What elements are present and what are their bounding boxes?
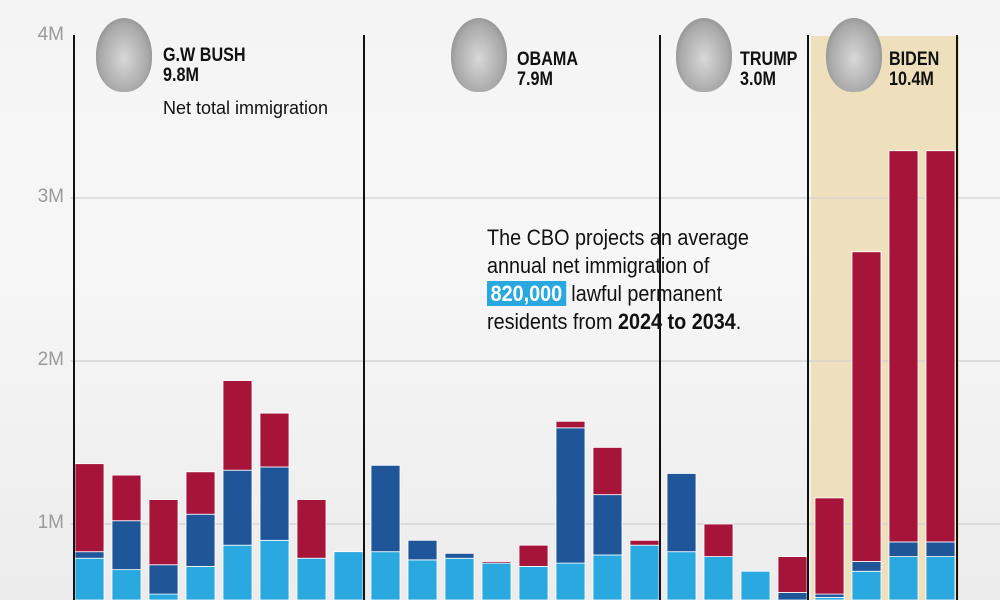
bar-15-segment-2	[592, 494, 623, 556]
bar-9-segment-2	[370, 464, 401, 553]
bar-4-segment-1	[185, 565, 216, 600]
bar-7-segment-3	[296, 499, 327, 559]
y-tick-3m: 3M	[37, 186, 64, 207]
annotation-highlight: 820,000	[487, 281, 566, 306]
bar-9-segment-1	[370, 551, 401, 600]
bar-22-segment-2	[851, 561, 882, 572]
annotation-line2: annual net immigration of	[487, 253, 710, 278]
trump-face-icon	[676, 18, 732, 92]
biden-face-icon	[826, 18, 882, 92]
bar-22-segment-3	[851, 251, 882, 562]
obama-name: OBAMA	[517, 49, 579, 70]
biden-name: BIDEN	[889, 49, 940, 70]
obama-label: OBAMA 7.9M	[517, 50, 578, 90]
biden-label: BIDEN 10.4M	[889, 50, 939, 90]
trump-label: TRUMP 3.0M	[740, 50, 797, 90]
bar-1-segment-3	[74, 463, 105, 553]
bar-23-segment-2	[888, 541, 919, 557]
bar-21-segment-3	[814, 497, 845, 595]
annotation-line4a: residents from	[487, 309, 613, 334]
bar-22-segment-1	[851, 570, 882, 600]
bar-13-segment-1	[518, 565, 549, 600]
bar-20-segment-2	[777, 592, 808, 600]
bar-3-segment-3	[148, 499, 179, 566]
bar-13-segment-3	[518, 544, 549, 567]
bush-total: 9.8M	[163, 65, 199, 86]
bar-6-segment-3	[259, 412, 290, 468]
bar-15-segment-3	[592, 446, 623, 496]
obama-total: 7.9M	[517, 69, 553, 90]
bar-14-segment-2	[555, 427, 586, 564]
bar-12-segment-1	[481, 562, 512, 600]
trump-total: 3.0M	[740, 69, 776, 90]
bar-16-segment-1	[629, 544, 660, 600]
bar-4-segment-2	[185, 513, 216, 567]
bar-18-segment-3	[703, 523, 734, 557]
bar-12-segment-3	[481, 561, 512, 564]
bar-23-segment-1	[888, 556, 919, 600]
bar-20-segment-3	[777, 556, 808, 593]
bar-1-segment-1	[74, 557, 105, 600]
bar-14-segment-1	[555, 562, 586, 600]
bar-2-segment-2	[111, 520, 142, 571]
bar-1-segment-2	[74, 551, 105, 559]
bush-label: G.W BUSH 9.8M	[163, 46, 246, 86]
annotation-line3: lawful permanent	[571, 281, 723, 306]
biden-total: 10.4M	[889, 69, 934, 90]
bar-15-segment-1	[592, 554, 623, 600]
y-tick-1m: 1M	[37, 512, 64, 533]
bush-face-icon	[96, 18, 152, 92]
bar-3-segment-1	[148, 593, 179, 600]
trump-name: TRUMP	[740, 49, 798, 70]
bar-24-segment-3	[925, 150, 956, 543]
annotation-period: .	[735, 309, 742, 334]
bar-21-segment-2	[814, 593, 845, 598]
bar-17-segment-1	[666, 551, 697, 600]
bar-18-segment-1	[703, 556, 734, 600]
bar-11-segment-2	[444, 552, 475, 559]
annotation-years: 2024 to 2034	[617, 309, 736, 334]
bar-10-segment-1	[407, 559, 438, 600]
net-total-note: Net total immigration	[163, 98, 329, 118]
bar-16-segment-3	[629, 539, 660, 546]
bar-2-segment-3	[111, 474, 142, 522]
obama-face-icon	[451, 18, 507, 92]
y-tick-2m: 2M	[37, 349, 64, 370]
bar-8-segment-1	[333, 551, 364, 600]
bar-3-segment-2	[148, 564, 179, 595]
cbo-annotation: The CBO projects an average annual net i…	[487, 224, 749, 336]
bar-4-segment-3	[185, 471, 216, 515]
bar-19-segment-1	[740, 570, 771, 600]
bar-23-segment-3	[888, 150, 919, 543]
bush-name: G.W BUSH	[163, 45, 246, 66]
bar-5-segment-3	[222, 380, 253, 471]
bar-6-segment-1	[259, 539, 290, 600]
bar-7-segment-1	[296, 557, 327, 600]
bar-5-segment-1	[222, 544, 253, 600]
bar-14-segment-3	[555, 420, 586, 429]
bar-24-segment-1	[925, 556, 956, 600]
annotation-line1: The CBO projects an average	[487, 225, 749, 250]
bar-6-segment-2	[259, 466, 290, 541]
y-tick-4m: 4M	[37, 24, 64, 45]
bar-17-segment-2	[666, 473, 697, 553]
bar-11-segment-1	[444, 557, 475, 600]
bar-5-segment-2	[222, 469, 253, 546]
bar-2-segment-1	[111, 569, 142, 600]
bar-24-segment-2	[925, 541, 956, 557]
bar-10-segment-2	[407, 539, 438, 561]
